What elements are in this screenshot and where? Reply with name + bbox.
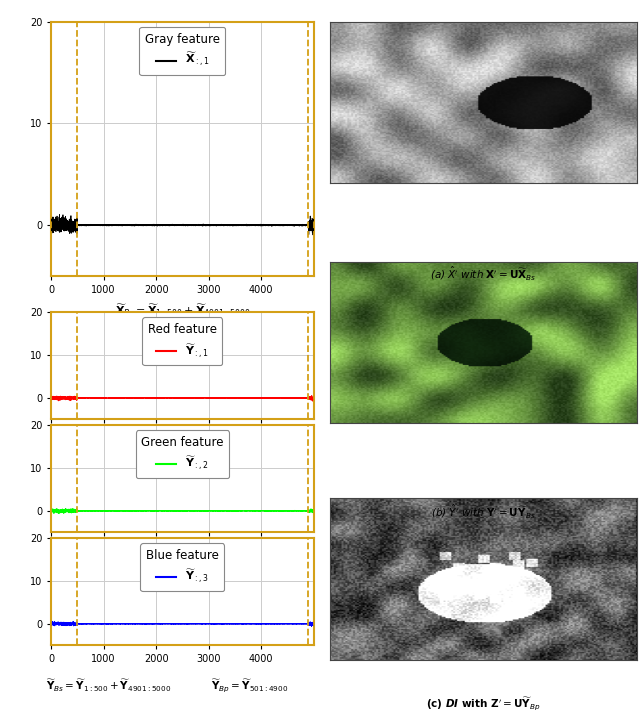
Legend: $\widetilde{\mathbf{X}}_{:,1}$: $\widetilde{\mathbf{X}}_{:,1}$ — [140, 27, 225, 75]
Legend: $\widetilde{\mathbf{Y}}_{:,3}$: $\widetilde{\mathbf{Y}}_{:,3}$ — [140, 543, 225, 591]
Legend: $\widetilde{\mathbf{Y}}_{:,2}$: $\widetilde{\mathbf{Y}}_{:,2}$ — [136, 430, 229, 478]
Text: (a) $\hat{X}'$ with $\mathbf{X}' = \mathbf{U}\widetilde{\mathbf{X}}_{Bs}$: (a) $\hat{X}'$ with $\mathbf{X}' = \math… — [430, 264, 536, 282]
Text: (c) $\boldsymbol{DI}$ with $\mathbf{Z}' = \mathbf{U}\widetilde{\mathbf{Y}}_{Bp}$: (c) $\boldsymbol{DI}$ with $\mathbf{Z}' … — [426, 695, 540, 713]
Text: (b) $\hat{Y}'$ with $\mathbf{Y}' = \mathbf{U}\widetilde{\mathbf{Y}}_{Bs}$: (b) $\hat{Y}'$ with $\mathbf{Y}' = \math… — [431, 502, 536, 520]
Text: $\widetilde{\mathbf{Y}}_{Bs}= \widetilde{\mathbf{Y}}_{1:500}  +  \widetilde{\mat: $\widetilde{\mathbf{Y}}_{Bs}= \widetilde… — [46, 678, 172, 694]
Legend: $\widetilde{\mathbf{Y}}_{:,1}$: $\widetilde{\mathbf{Y}}_{:,1}$ — [142, 318, 223, 365]
X-axis label: $\widetilde{\mathbf{X}}_{Bs}= \widetilde{\mathbf{X}}_{1:500}  +  \widetilde{\mat: $\widetilde{\mathbf{X}}_{Bs}= \widetilde… — [115, 302, 250, 319]
Text: $\widetilde{\mathbf{Y}}_{Bp}= \widetilde{\mathbf{Y}}_{501:4900}$: $\widetilde{\mathbf{Y}}_{Bp}= \widetilde… — [211, 678, 288, 695]
